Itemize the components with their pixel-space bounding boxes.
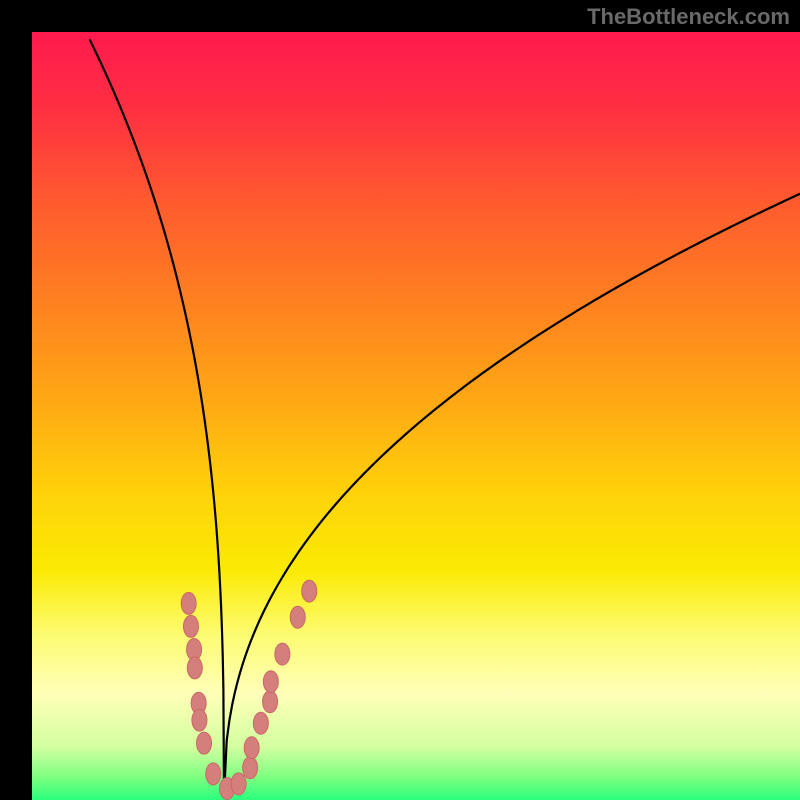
data-marker xyxy=(290,606,305,628)
marker-group xyxy=(181,580,317,799)
curve-overlay-svg xyxy=(32,32,800,800)
watermark-text: TheBottleneck.com xyxy=(587,4,790,30)
data-marker xyxy=(263,671,278,693)
bottleneck-curve xyxy=(90,39,800,797)
data-marker xyxy=(275,643,290,665)
plot-area xyxy=(32,32,800,800)
data-marker xyxy=(302,580,317,602)
data-marker xyxy=(263,691,278,713)
chart-container: TheBottleneck.com xyxy=(0,0,800,800)
data-marker xyxy=(243,757,258,779)
data-marker xyxy=(181,592,196,614)
data-marker xyxy=(183,615,198,637)
data-marker xyxy=(206,763,221,785)
data-marker xyxy=(187,657,202,679)
data-marker xyxy=(253,712,268,734)
data-marker xyxy=(192,709,207,731)
data-marker xyxy=(231,773,246,795)
data-marker xyxy=(197,732,212,754)
data-marker xyxy=(244,737,259,759)
